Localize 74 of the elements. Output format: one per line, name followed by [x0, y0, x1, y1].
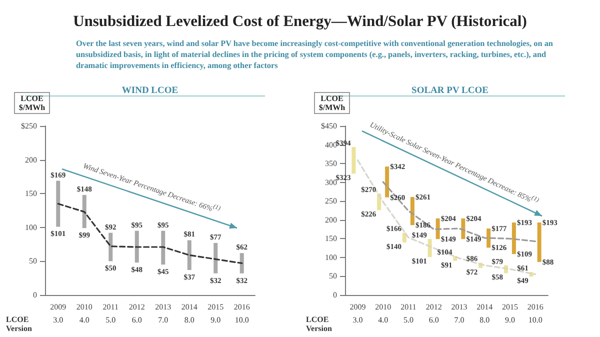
x-tick-label: 2016: [234, 302, 250, 312]
x-tick-label: 2009: [50, 302, 66, 312]
y-tick-label: 400: [325, 140, 337, 150]
x-tick-label: 2016: [527, 302, 544, 312]
y-tick-label: 150: [325, 234, 337, 244]
y-tick-label: 50: [329, 272, 337, 281]
text: LCOE Version: [306, 315, 333, 333]
y-tick-label: 350: [325, 159, 337, 168]
x-tick-label: 2014: [181, 302, 198, 312]
y-tick-label: 100: [25, 222, 37, 232]
y-tick-label: 150: [25, 189, 37, 198]
y-tick-label: 300: [325, 178, 337, 187]
bar: [161, 230, 166, 265]
x-tick-label: 2013: [155, 302, 172, 312]
x-tick-label: 2015: [208, 302, 224, 312]
y-tick-label: 0: [33, 290, 37, 300]
x-tick-label: 2012: [128, 302, 145, 312]
x-tick-label: 2014: [476, 302, 493, 312]
bar: [436, 218, 440, 240]
bar: [512, 222, 516, 254]
bar: [486, 228, 491, 248]
bar: [134, 230, 139, 263]
x-tick-label: 2011: [400, 302, 416, 312]
text: 7.0: [454, 316, 464, 324]
chart-title: WIND LCOE: [122, 86, 178, 96]
text: 4.0: [79, 316, 90, 324]
y-tick-label: 0: [333, 290, 337, 300]
x-tick-label: 2012: [426, 302, 442, 312]
bar: [402, 232, 406, 242]
x-tick-label: 2009: [350, 302, 366, 312]
y-tick-label: 200: [325, 215, 337, 224]
bar: [428, 239, 432, 258]
bar: [56, 180, 60, 227]
y-tick-label: 200: [25, 155, 37, 164]
text: 10.0: [528, 316, 542, 324]
x-tick-label: 2010: [375, 302, 392, 312]
bar: [410, 196, 414, 226]
text: 6.0: [428, 316, 439, 324]
x-tick-label: 2011: [102, 302, 118, 312]
bar: [461, 218, 466, 240]
bar: [537, 222, 542, 262]
text: 3.0: [352, 316, 363, 324]
text: 9.0: [504, 316, 515, 324]
y-axis-title: LCOE $/MWh: [14, 92, 50, 114]
bar: [214, 242, 218, 274]
bar: [240, 253, 244, 274]
y-tick-label: 100: [325, 252, 337, 262]
text: 9.0: [210, 316, 221, 324]
text: Over the last seven years, wind and solar PV have become increasingly cost-competitive with conventional generation technologies, on an unsubsidized basis, in light of material declines in the pricing of system components (e.g., panels, inverters, racking, turbines, etc.), and dramatic improvements in efficiency, among other factors: [76, 38, 554, 71]
text: 8.0: [480, 316, 490, 324]
text: 8.0: [184, 316, 194, 324]
y-tick-label: 50: [29, 256, 37, 266]
bar: [385, 166, 390, 198]
text: 6.0: [132, 316, 142, 324]
text: 10.0: [234, 316, 249, 324]
text: 3.0: [53, 316, 64, 324]
bar: [352, 147, 356, 174]
text: 5.0: [106, 316, 116, 324]
bar: [82, 194, 86, 228]
y-tick-label: 250: [325, 196, 337, 206]
text: LCOE Version: [6, 315, 33, 333]
text: 7.0: [158, 316, 168, 324]
chart-title: SOLAR PV LCOE: [412, 86, 488, 96]
x-tick-label: 2013: [451, 302, 468, 312]
bar: [187, 240, 192, 270]
text: 5.0: [403, 316, 414, 324]
y-tick-label: $250: [21, 122, 37, 130]
text: Unsubsidized Levelized Cost of Energy—Wind/Solar PV (Historical): [72, 13, 528, 31]
y-axis-title: LCOE $/MWh: [314, 92, 350, 114]
y-tick-label: $450: [321, 122, 337, 130]
x-tick-label: 2015: [502, 302, 518, 312]
x-tick-label: 2010: [76, 302, 92, 312]
bar: [108, 232, 113, 262]
text: 4.0: [378, 316, 388, 324]
